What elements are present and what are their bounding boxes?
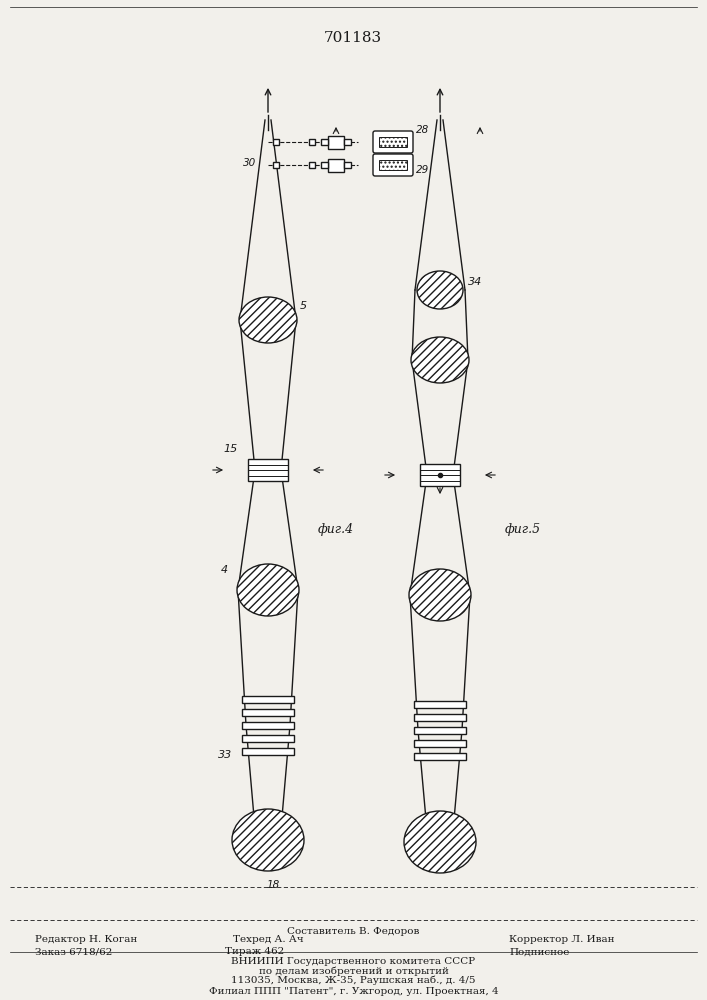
FancyBboxPatch shape bbox=[373, 131, 413, 153]
Text: 29: 29 bbox=[416, 165, 429, 175]
Bar bbox=[242, 734, 294, 742]
Ellipse shape bbox=[232, 809, 304, 871]
Bar bbox=[273, 162, 279, 168]
Bar bbox=[328, 135, 344, 148]
Bar bbox=[414, 752, 466, 760]
Text: ВНИИПИ Государственного комитета СССР: ВНИИПИ Государственного комитета СССР bbox=[231, 958, 476, 966]
Text: 34: 34 bbox=[468, 277, 482, 287]
Text: Техред А. Ач: Техред А. Ач bbox=[233, 936, 304, 944]
Ellipse shape bbox=[237, 564, 299, 616]
Text: 28: 28 bbox=[416, 125, 429, 135]
Text: Тираж 462: Тираж 462 bbox=[225, 948, 284, 956]
Ellipse shape bbox=[404, 811, 476, 873]
Bar bbox=[344, 139, 351, 145]
Text: 701183: 701183 bbox=[324, 31, 382, 45]
Text: 30: 30 bbox=[243, 158, 256, 168]
Bar bbox=[379, 160, 407, 170]
Bar bbox=[414, 740, 466, 746]
Bar bbox=[328, 158, 344, 172]
Text: Редактор Н. Коган: Редактор Н. Коган bbox=[35, 936, 138, 944]
Bar bbox=[309, 162, 315, 168]
Bar bbox=[242, 696, 294, 702]
Text: Подписное: Подписное bbox=[509, 948, 569, 956]
Text: 15: 15 bbox=[223, 444, 238, 454]
Text: фиг.5: фиг.5 bbox=[505, 524, 541, 536]
Text: фиг.4: фиг.4 bbox=[318, 524, 354, 536]
FancyBboxPatch shape bbox=[373, 154, 413, 176]
Bar bbox=[248, 459, 288, 481]
Bar bbox=[321, 139, 328, 145]
Text: по делам изобретений и открытий: по делам изобретений и открытий bbox=[259, 966, 448, 976]
Text: Филиал ППП "Патент", г. Ужгород, ул. Проектная, 4: Филиал ППП "Патент", г. Ужгород, ул. Про… bbox=[209, 988, 498, 996]
Bar bbox=[242, 722, 294, 728]
Text: Корректор Л. Иван: Корректор Л. Иван bbox=[509, 936, 614, 944]
Ellipse shape bbox=[409, 569, 471, 621]
Text: 33: 33 bbox=[218, 750, 232, 760]
Text: 18: 18 bbox=[267, 880, 280, 890]
Bar bbox=[321, 162, 328, 168]
Bar bbox=[242, 708, 294, 716]
Bar bbox=[309, 139, 315, 145]
Bar bbox=[344, 162, 351, 168]
Bar bbox=[420, 464, 460, 486]
Ellipse shape bbox=[417, 271, 463, 309]
Bar bbox=[242, 748, 294, 754]
Bar bbox=[273, 139, 279, 145]
Ellipse shape bbox=[411, 337, 469, 383]
Text: Заказ 6718/62: Заказ 6718/62 bbox=[35, 948, 112, 956]
Text: Составитель В. Федоров: Составитель В. Федоров bbox=[287, 928, 420, 936]
Bar bbox=[414, 714, 466, 720]
Bar bbox=[379, 137, 407, 147]
Text: 4: 4 bbox=[221, 565, 228, 575]
Text: 5: 5 bbox=[300, 301, 307, 311]
Bar bbox=[414, 726, 466, 734]
Text: 113035, Москва, Ж-35, Раушская наб., д. 4/5: 113035, Москва, Ж-35, Раушская наб., д. … bbox=[231, 975, 476, 985]
Bar bbox=[414, 700, 466, 708]
Ellipse shape bbox=[239, 297, 297, 343]
